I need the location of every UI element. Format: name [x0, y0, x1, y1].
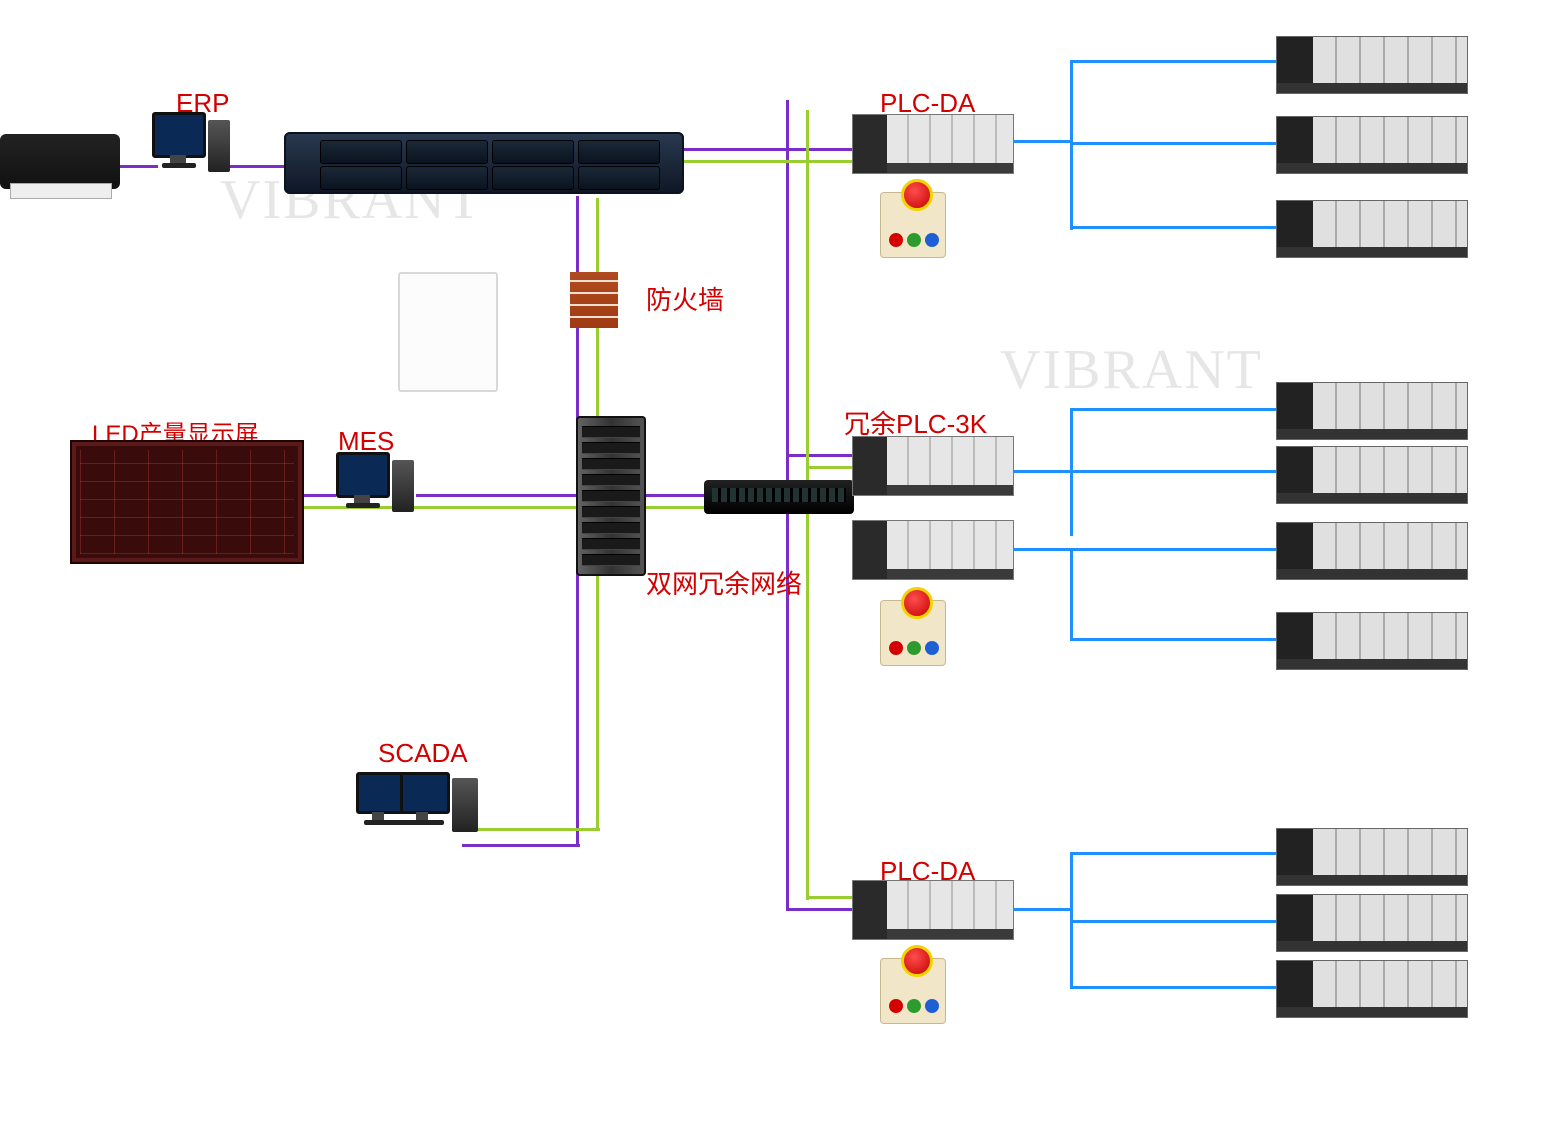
- io-module-icon: [1276, 200, 1468, 258]
- line-blue: [1070, 470, 1280, 473]
- io-module-icon: [1276, 446, 1468, 504]
- line-blue: [1070, 60, 1073, 230]
- line-green: [640, 506, 706, 509]
- label-dual-net: 双网冗余网络: [646, 564, 802, 601]
- plc-3k-b-icon: [852, 520, 1014, 580]
- io-module-icon: [1276, 960, 1468, 1018]
- line-blue: [1070, 408, 1280, 411]
- io-module-icon: [1276, 36, 1468, 94]
- network-switch-icon: [704, 480, 854, 514]
- line-blue: [1070, 548, 1280, 551]
- line-purple: [416, 494, 576, 497]
- io-module-icon: [1276, 522, 1468, 580]
- line-blue: [1012, 140, 1072, 143]
- watermark-2: VIBRANT: [1000, 338, 1263, 402]
- line-purple: [786, 454, 852, 457]
- storage-server-icon: [284, 132, 684, 194]
- scada-workstation-icon: [356, 772, 486, 842]
- io-module-icon: [1276, 612, 1468, 670]
- line-purple: [462, 844, 580, 847]
- io-module-icon: [1276, 116, 1468, 174]
- line-blue: [1070, 548, 1073, 640]
- erp-workstation-icon: [152, 112, 232, 182]
- line-purple: [786, 148, 852, 151]
- button-box-mid-icon: [880, 600, 946, 666]
- printer-icon: [0, 134, 120, 189]
- io-module-icon: [1276, 382, 1468, 440]
- line-blue: [1070, 638, 1280, 641]
- label-firewall: 防火墙: [646, 280, 724, 317]
- line-green: [806, 896, 852, 899]
- plc-3k-a-icon: [852, 436, 1014, 496]
- line-green: [806, 466, 852, 469]
- line-purple: [640, 494, 706, 497]
- blank-panel-icon: [398, 272, 498, 392]
- button-box-bot-icon: [880, 958, 946, 1024]
- line-blue: [1070, 986, 1280, 989]
- line-blue: [1012, 548, 1072, 551]
- line-purple: [786, 908, 852, 911]
- plc-da-top-icon: [852, 114, 1014, 174]
- button-box-top-icon: [880, 192, 946, 258]
- server-tower-icon: [576, 416, 646, 576]
- plc-da-bot-icon: [852, 880, 1014, 940]
- firewall-icon: [570, 272, 618, 328]
- mes-workstation-icon: [336, 452, 416, 522]
- line-blue: [1070, 852, 1280, 855]
- line-blue: [1070, 142, 1280, 145]
- io-module-icon: [1276, 828, 1468, 886]
- line-blue: [1070, 226, 1280, 229]
- line-blue: [1070, 920, 1280, 923]
- line-blue: [1012, 470, 1072, 473]
- line-blue: [1012, 908, 1072, 911]
- diagram-canvas: VIBRANT VIBRANT ERP 防火墙 LED产量显示屏 MES: [0, 0, 1544, 1146]
- line-blue: [1070, 60, 1280, 63]
- label-scada: SCADA: [378, 738, 468, 769]
- io-module-icon: [1276, 894, 1468, 952]
- line-green: [806, 160, 852, 163]
- led-board-icon: [70, 440, 304, 564]
